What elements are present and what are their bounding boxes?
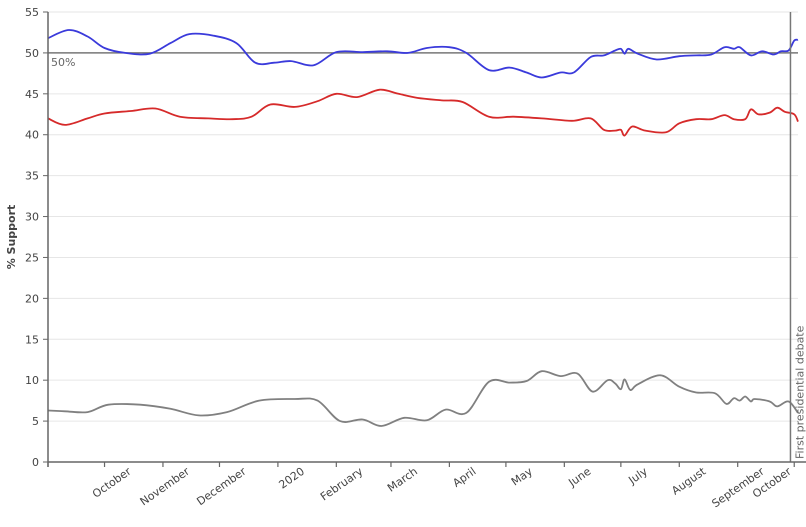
event-layer: First presidential debate [789, 12, 806, 462]
reference-layer: 50% [48, 52, 798, 69]
x-tick-label: October [90, 465, 134, 501]
y-tick-label: 30 [25, 211, 39, 224]
y-tick-label: 35 [25, 170, 39, 183]
x-tick-label: November [138, 465, 193, 509]
y-axis-title: % Support [5, 205, 18, 270]
debate-marker-label: First presidential debate [793, 325, 806, 459]
series-line-3 [47, 370, 799, 427]
axes [47, 12, 806, 467]
x-tick-label: July [625, 465, 650, 488]
x-tick-label: June [565, 465, 593, 490]
x-tick-label: March [385, 465, 420, 495]
series-lines [47, 29, 799, 427]
y-tick-label: 40 [25, 129, 39, 142]
x-tick-labels: October November December 2020 February March… [47, 462, 795, 510]
series-line-1 [47, 29, 799, 79]
x-tick-label: April [450, 465, 478, 490]
x-tick-label: 2020 [277, 465, 307, 492]
y-tick-labels: 0 5 10 15 20 25 30 35 40 45 50 55 [25, 6, 48, 469]
x-tick-label: December [194, 465, 249, 509]
y-tick-label: 50 [25, 47, 39, 60]
y-tick-label: 25 [25, 251, 39, 264]
y-tick-label: 15 [25, 333, 39, 346]
y-tick-label: 20 [25, 292, 39, 305]
fifty-percent-label: 50% [51, 56, 75, 69]
y-tick-label: 10 [25, 374, 39, 387]
series-line-2 [47, 88, 799, 137]
y-tick-label: 5 [32, 415, 39, 428]
y-tick-label: 0 [32, 456, 39, 469]
y-tick-label: 45 [25, 88, 39, 101]
x-tick-label: August [669, 464, 709, 497]
x-tick-label: May [509, 465, 535, 489]
gridlines [48, 11, 798, 463]
x-tick-label: February [318, 465, 366, 504]
y-tick-label: 55 [25, 6, 39, 19]
